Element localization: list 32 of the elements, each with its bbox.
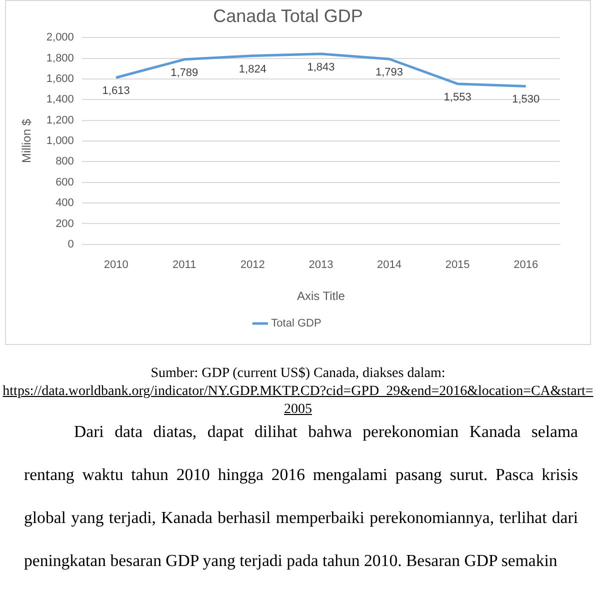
y-tick-label: 2,000 xyxy=(46,32,74,44)
legend-label: Total GDP xyxy=(271,318,322,330)
y-tick-label: 0 xyxy=(68,238,74,250)
y-tick-label: 200 xyxy=(56,218,74,230)
text: Sumber: GDP (current US$) Canada, diakses dalam: xyxy=(150,365,446,383)
x-tick-label: 2013 xyxy=(308,259,334,272)
x-tick-label: 2011 xyxy=(172,259,196,272)
y-tick-label: 1,800 xyxy=(46,52,74,64)
y-tick-label: 1,400 xyxy=(46,94,74,106)
data-label: 1,789 xyxy=(170,66,198,79)
text: https://data.worldbank.org/indicator/NY.GDP.MKTP.CD?cid=GPD_29&end=2016&location=CA&start=2005 xyxy=(2,384,594,417)
y-tick-label: 800 xyxy=(56,156,74,168)
data-label: 1,824 xyxy=(238,63,266,76)
chart-title: Canada Total GDP xyxy=(213,6,363,26)
text: Dari data diatas, dapat dilihat bahwa perekonomian Kanada selama rentang waktu tahun 2010 hingga 2016 mengalami pasang surut. Pasca krisis global yang terjadi, Kanada berhasil memperbaiki perekonomiannya, terlihat dari peningkatan besaran GDP yang terjadi pada tahun 2010. Besaran GDP semakin xyxy=(24,422,578,570)
y-axis-title: Million $ xyxy=(20,118,34,164)
x-axis-title: Axis Title xyxy=(296,289,346,304)
y-tick-label: 1,000 xyxy=(46,135,74,148)
x-tick-label: 2012 xyxy=(240,259,265,272)
y-tick-label: 1,200 xyxy=(46,114,74,126)
data-label: 1,530 xyxy=(512,94,540,106)
data-label: 1,843 xyxy=(307,61,335,74)
x-tick-label: 2014 xyxy=(377,259,402,272)
data-label: 1,553 xyxy=(444,91,472,104)
x-tick-label: 2016 xyxy=(514,259,538,272)
y-tick-label: 600 xyxy=(56,176,74,188)
y-tick-label: 1,600 xyxy=(46,72,74,85)
x-tick-label: 2015 xyxy=(445,259,470,272)
y-tick-label: 400 xyxy=(56,197,74,210)
x-tick-label: 2010 xyxy=(104,259,128,272)
data-label: 1,613 xyxy=(102,85,130,98)
data-label: 1,793 xyxy=(375,66,404,79)
